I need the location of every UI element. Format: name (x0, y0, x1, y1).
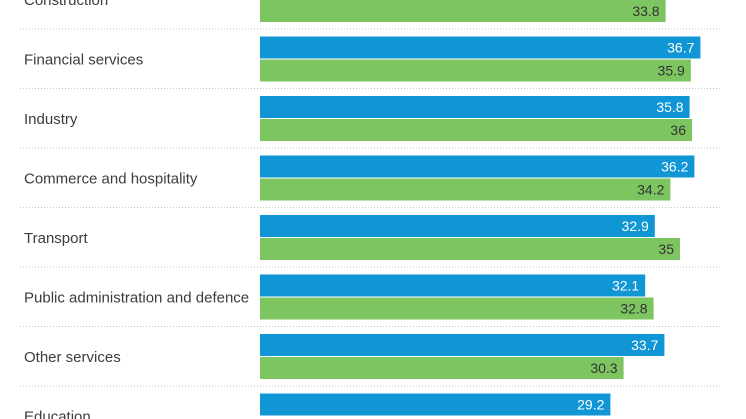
value-label: 35.9 (658, 63, 685, 79)
bar-series-1 (260, 96, 690, 118)
value-label: 30.3 (590, 360, 617, 376)
bar-series-2 (260, 119, 692, 141)
value-label: 36.2 (661, 159, 688, 175)
bars-layer (20, 0, 722, 416)
category-label: Education (24, 409, 91, 419)
category-label: Financial services (24, 52, 143, 69)
bar-series-2 (260, 0, 666, 22)
bar-series-1 (260, 274, 646, 297)
value-label: 34.2 (637, 182, 664, 198)
value-label: 32.1 (612, 278, 639, 294)
category-label: Commerce and hospitality (24, 171, 198, 188)
bar-series-1 (260, 393, 611, 416)
category-label: Construction (24, 0, 108, 9)
bar-series-2 (260, 357, 624, 379)
bar-series-2 (260, 297, 654, 320)
value-label: 35 (658, 241, 674, 257)
labels-layer: Construction 33.8 Financial services 36.7 35… (24, 0, 695, 419)
category-label: Public administration and defence (24, 290, 249, 307)
value-label: 33.8 (632, 3, 659, 19)
value-label: 29.2 (577, 397, 604, 413)
value-label: 32.8 (620, 301, 647, 317)
value-label: 32.9 (622, 218, 649, 234)
bar-series-1 (260, 36, 701, 59)
bar-series-1 (260, 215, 655, 237)
bar-series-2 (260, 238, 680, 260)
value-label: 36 (670, 122, 686, 138)
category-label: Other services (24, 349, 121, 366)
value-label: 36.7 (667, 40, 694, 56)
bar-series-1 (260, 155, 695, 178)
value-label: 33.7 (631, 337, 658, 353)
value-label: 35.8 (656, 99, 683, 115)
bar-series-2 (260, 178, 671, 201)
bar-series-2 (260, 59, 691, 82)
category-label: Transport (24, 230, 88, 247)
category-label: Industry (24, 111, 78, 128)
bar-series-1 (260, 334, 665, 356)
